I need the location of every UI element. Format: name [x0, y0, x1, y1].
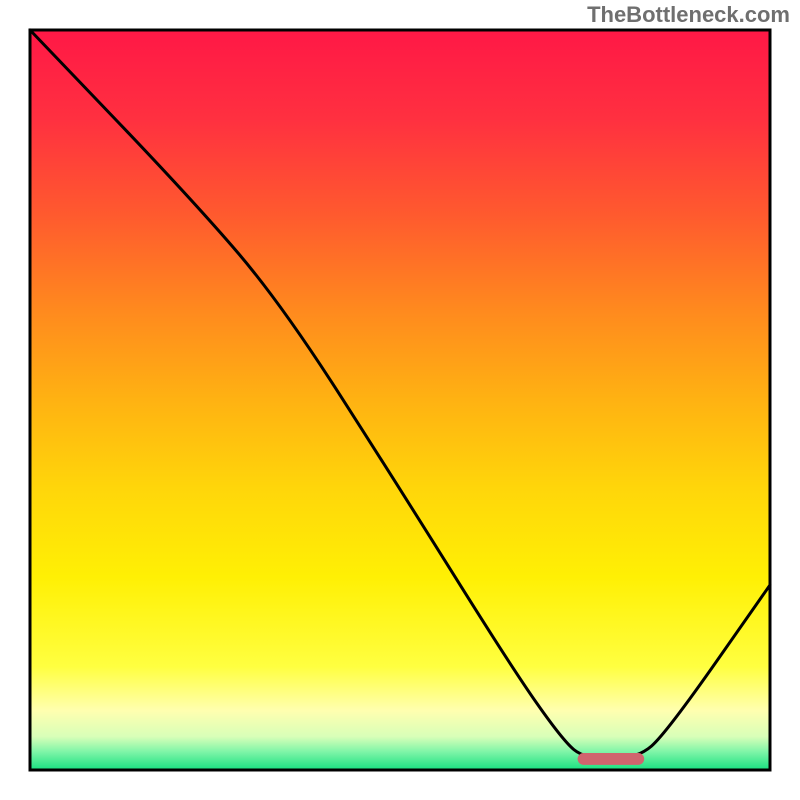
gradient-background: [30, 30, 770, 770]
optimal-marker: [578, 753, 645, 765]
bottleneck-chart: [0, 0, 800, 800]
watermark-text: TheBottleneck.com: [587, 2, 790, 28]
chart-container: TheBottleneck.com: [0, 0, 800, 800]
